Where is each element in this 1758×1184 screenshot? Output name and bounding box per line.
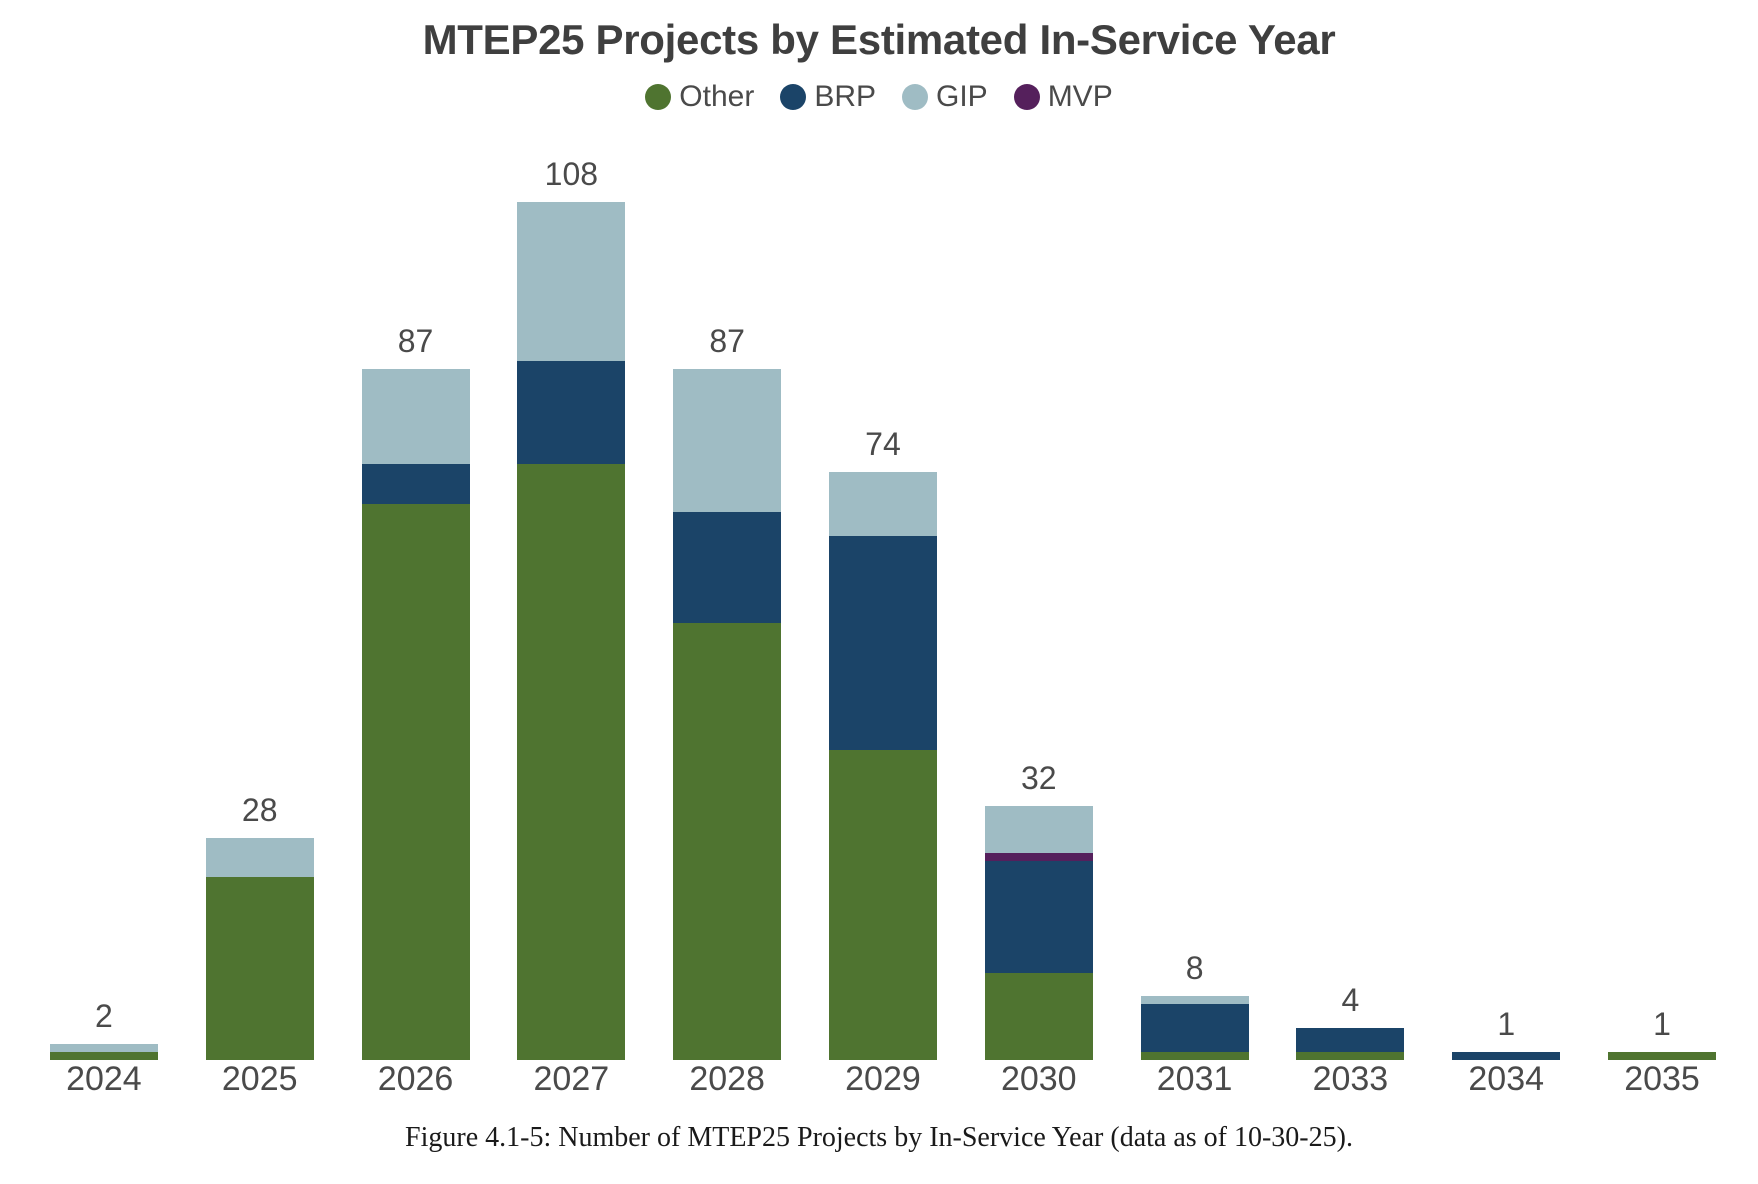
bar-segment-gip-2028[interactable] [673,368,782,512]
bar-segment-gip-2024[interactable] [49,1044,158,1053]
bar-segment-other-2025[interactable] [205,877,314,1060]
legend-item-label: GIP [936,80,988,113]
bar-series-container: 2 28 87 108 87 74 32 8 4 1 1 [26,130,1740,1060]
bar-stack [361,368,470,1060]
bar-total-label-2031: 8 [1185,950,1204,987]
bar-stack [205,837,314,1060]
bar-total-label-2030: 32 [1020,759,1057,796]
bar-segment-gip-2030[interactable] [984,805,1093,854]
bar-group-2027[interactable]: 108 [493,130,649,1060]
bar-segment-other-2031[interactable] [1140,1052,1249,1060]
chart-title: MTEP25 Projects by Estimated In-Service … [422,16,1336,63]
bar-segment-gip-2031[interactable] [1140,996,1249,1005]
bar-segment-other-2027[interactable] [517,464,626,1060]
bar-stack [1608,1052,1717,1060]
bar-segment-gip-2027[interactable] [517,202,626,361]
bar-total-label-2033: 4 [1341,982,1360,1019]
x-tick-2028: 2028 [689,1060,765,1098]
bar-total-label-2035: 1 [1653,1006,1671,1043]
legend-item-mvp[interactable]: MVP [1013,80,1113,113]
bar-total-label-2034: 1 [1497,1006,1516,1043]
bar-segment-mvp-2030[interactable] [984,853,1093,862]
bar-stack [1296,1028,1405,1060]
bar-stack [517,202,626,1060]
x-tick-2031: 2031 [1156,1060,1233,1098]
bar-total-label-2028: 87 [709,322,745,359]
legend-swatch-brp-icon [780,84,807,110]
bar-segment-other-2035[interactable] [1608,1052,1717,1060]
bar-segment-other-2024[interactable] [49,1052,158,1060]
bar-stack [673,368,782,1060]
bar-segment-brp-2026[interactable] [361,464,470,504]
bar-group-2033[interactable]: 4 [1273,130,1429,1060]
bar-segment-brp-2030[interactable] [984,861,1093,973]
plot-area: 2 28 87 108 87 74 32 8 4 1 1 [0,130,1758,1060]
legend-item-brp[interactable]: BRP [780,82,876,112]
bar-total-label-2025: 28 [241,791,278,828]
bar-segment-brp-2028[interactable] [673,511,782,624]
legend-item-other[interactable]: Other [645,82,754,112]
bar-group-2028[interactable]: 87 [649,130,805,1060]
bar-segment-brp-2029[interactable] [828,535,937,751]
bar-group-2030[interactable]: 32 [961,130,1117,1060]
chart-legend: Other BRP GIP MVP [0,82,1758,112]
bar-group-2034[interactable]: 1 [1428,130,1584,1060]
x-tick-2029: 2029 [845,1060,921,1098]
bar-segment-brp-2031[interactable] [1140,1004,1249,1053]
bar-group-2024[interactable]: 2 [26,130,182,1060]
bar-group-2031[interactable]: 8 [1117,130,1273,1060]
bar-segment-other-2033[interactable] [1296,1052,1405,1060]
legend-swatch-other-icon [645,84,672,110]
x-tick-2034: 2034 [1468,1060,1545,1098]
bar-group-2025[interactable]: 28 [182,130,338,1060]
bar-group-2029[interactable]: 74 [805,130,961,1060]
x-tick-2030: 2030 [1000,1060,1077,1098]
bar-segment-gip-2029[interactable] [828,472,937,536]
legend-item-label: MVP [1047,80,1113,113]
bar-segment-gip-2026[interactable] [361,368,470,465]
bar-total-label-2027: 108 [544,156,599,192]
x-tick-2025: 2025 [221,1060,298,1098]
bar-total-label-2026: 87 [397,322,434,359]
legend-swatch-mvp-icon [1013,84,1040,110]
bar-group-2035[interactable]: 1 [1584,130,1740,1060]
bar-segment-other-2028[interactable] [673,623,782,1060]
bar-segment-other-2026[interactable] [361,503,470,1060]
bar-stack [1140,996,1249,1060]
bar-group-2026[interactable]: 87 [338,130,494,1060]
legend-swatch-gip-icon [902,84,928,110]
bar-stack [984,805,1093,1060]
x-tick-2027: 2027 [533,1060,610,1098]
bar-stack [828,472,937,1060]
x-tick-2033: 2033 [1312,1060,1389,1098]
x-axis-tick-labels: 2024 2025 2026 2027 2028 2029 2030 2031 2033 2034… [26,1062,1740,1096]
legend-item-gip[interactable]: GIP [902,82,988,112]
bar-stack [1452,1052,1561,1060]
bar-stack [49,1044,158,1060]
x-tick-2024: 2024 [66,1060,142,1098]
figure-caption: Figure 4.1-5: Number of MTEP25 Projects … [405,1122,1353,1153]
x-tick-2026: 2026 [377,1060,454,1098]
x-tick-2035: 2035 [1624,1060,1700,1098]
bar-total-label-2024: 2 [95,998,113,1035]
bar-total-label-2029: 74 [865,426,901,463]
bar-segment-brp-2033[interactable] [1296,1028,1405,1053]
bar-segment-brp-2027[interactable] [517,360,626,465]
bar-segment-brp-2034[interactable] [1452,1052,1561,1060]
bar-segment-other-2029[interactable] [828,750,937,1060]
bar-segment-gip-2025[interactable] [205,837,314,878]
bar-segment-other-2030[interactable] [984,972,1093,1060]
legend-item-label: BRP [814,80,876,113]
legend-item-label: Other [679,80,755,113]
